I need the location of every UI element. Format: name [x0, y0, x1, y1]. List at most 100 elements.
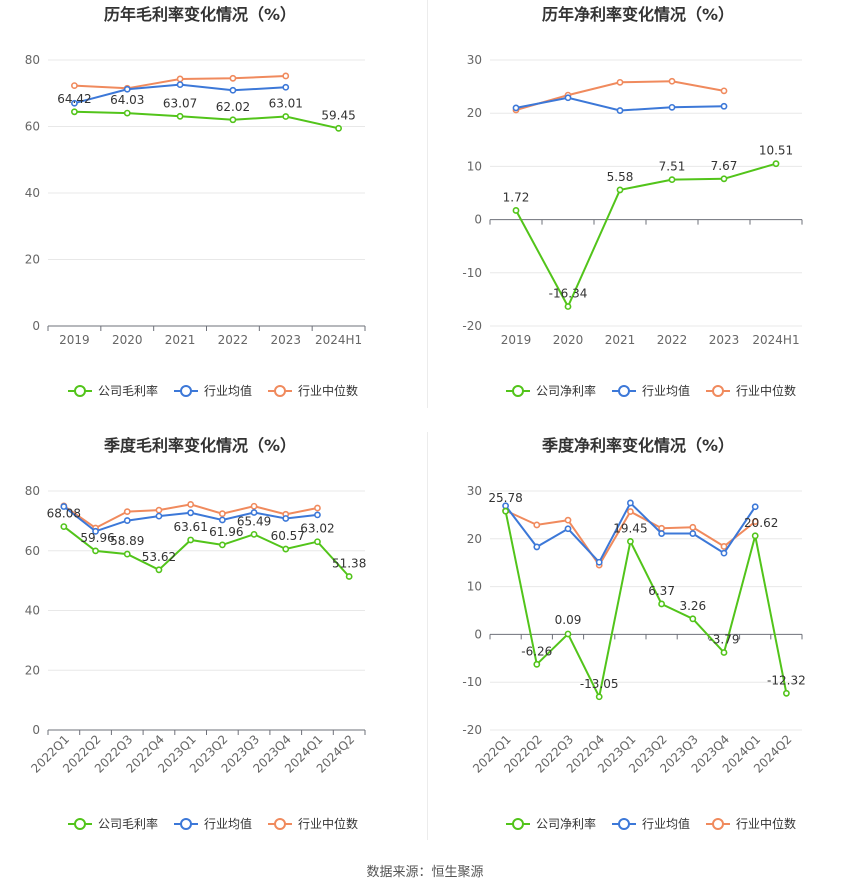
- legend-label: 公司毛利率: [98, 816, 158, 831]
- data-point: [250, 509, 258, 516]
- y-tick-label: 20: [467, 106, 482, 120]
- data-point: [282, 83, 290, 91]
- data-label: -3.79: [708, 633, 739, 647]
- data-point: [176, 75, 184, 83]
- data-label: 61.96: [209, 525, 243, 539]
- chart-title: 历年净利率变化情况（%）: [542, 5, 734, 24]
- vertical-divider-top: [427, 0, 428, 408]
- data-point: [282, 515, 290, 522]
- data-label: 60.57: [271, 529, 305, 543]
- legend-marker-icon: [512, 385, 524, 397]
- legend-marker-icon: [712, 385, 724, 397]
- chart-title: 季度毛利率变化情况（%）: [103, 436, 296, 455]
- data-point: [176, 81, 184, 89]
- y-tick-label: 30: [467, 53, 482, 67]
- legend-item: 公司净利率: [506, 816, 596, 831]
- data-point: [720, 543, 728, 550]
- data-point: [533, 543, 541, 551]
- y-tick-label: 40: [25, 186, 40, 200]
- legend-label: 行业均值: [642, 383, 690, 398]
- data-point: [218, 541, 226, 549]
- y-tick-label: -20: [462, 319, 482, 333]
- data-point: [71, 108, 78, 116]
- data-point: [335, 124, 342, 132]
- data-point: [250, 502, 258, 510]
- y-tick-label: 30: [467, 484, 482, 498]
- data-label: 62.02: [216, 100, 250, 114]
- data-label: -12.32: [767, 673, 806, 687]
- x-tick-label: 2021: [605, 333, 636, 347]
- chart-title: 季度净利率变化情况（%）: [541, 436, 734, 455]
- data-point: [60, 503, 68, 510]
- data-point: [512, 207, 520, 214]
- data-point: [668, 176, 676, 184]
- data-label: 5.58: [607, 170, 634, 184]
- data-label: 20.62: [744, 516, 778, 530]
- data-point: [616, 78, 624, 86]
- data-point: [123, 550, 131, 558]
- legend-marker-icon: [180, 385, 192, 397]
- data-label: 63.07: [163, 96, 197, 110]
- data-point: [229, 74, 237, 82]
- legend-item: 行业均值: [174, 383, 252, 398]
- legend-label: 行业中位数: [298, 816, 358, 831]
- y-tick-label: 0: [474, 213, 482, 227]
- data-point: [176, 112, 184, 120]
- data-point: [155, 512, 163, 520]
- chart-1: 历年毛利率变化情况（%） 0 20 40 60 80 2019 2020 2021 2022 202…: [25, 5, 366, 398]
- data-point: [533, 660, 541, 668]
- data-point: [658, 524, 665, 532]
- data-point: [123, 517, 131, 524]
- data-label: 63.01: [269, 96, 303, 110]
- data-point: [772, 160, 780, 168]
- y-tick-label: 0: [32, 723, 40, 737]
- data-label: 59.45: [321, 108, 355, 122]
- legend-item: 公司净利率: [506, 383, 596, 398]
- data-point: [218, 516, 226, 524]
- legend-label: 公司净利率: [536, 816, 596, 831]
- data-label: 53.62: [142, 550, 176, 564]
- chart-2: 历年净利率变化情况（%） -20 -10 0 10 20 30 2019 2020 2021 202…: [462, 5, 803, 398]
- data-label: 25.78: [488, 491, 522, 505]
- data-point: [71, 82, 78, 90]
- legend-marker-icon: [618, 818, 630, 830]
- legend-item: 公司毛利率: [68, 383, 158, 398]
- data-point: [689, 530, 697, 537]
- data-point: [720, 649, 728, 656]
- chart-4: 季度净利率变化情况（%）-20-1001020302022Q12022Q2202…: [462, 436, 805, 831]
- data-point: [751, 503, 759, 511]
- y-tick-label: 0: [474, 627, 482, 641]
- legend-marker-icon: [512, 818, 524, 830]
- data-point: [218, 510, 226, 518]
- x-tick-label: 2021: [165, 333, 196, 347]
- data-point: [92, 547, 99, 555]
- legend-item: 行业均值: [174, 816, 252, 831]
- legend-label: 行业中位数: [736, 816, 796, 831]
- data-point: [314, 511, 321, 519]
- y-tick-label: -20: [462, 723, 482, 737]
- x-tick-label: 2020: [112, 333, 143, 347]
- data-point: [627, 508, 634, 515]
- y-tick-label: 20: [25, 253, 40, 267]
- data-point: [187, 509, 195, 517]
- data-label: 7.67: [711, 159, 738, 173]
- data-point: [564, 94, 572, 102]
- data-point: [229, 116, 237, 124]
- data-point: [658, 530, 665, 537]
- data-point: [187, 501, 195, 508]
- data-label: 59.96: [80, 531, 114, 545]
- legend-item: 行业中位数: [268, 816, 358, 831]
- data-point: [595, 693, 603, 701]
- y-tick-label: 60: [25, 544, 40, 558]
- data-label: -13.05: [580, 677, 619, 691]
- legend-marker-icon: [618, 385, 630, 397]
- y-tick-label: 80: [25, 53, 40, 67]
- legend-item: 行业中位数: [706, 816, 796, 831]
- chart-3: 季度毛利率变化情况（%）0204060802022Q12022Q22022Q32…: [25, 436, 367, 831]
- data-point: [282, 72, 290, 80]
- x-tick-label: 2024H1: [315, 333, 362, 347]
- x-tick-label: 2023: [270, 333, 301, 347]
- data-point: [668, 77, 676, 85]
- legend-label: 行业中位数: [736, 383, 796, 398]
- legend-item: 行业中位数: [706, 383, 796, 398]
